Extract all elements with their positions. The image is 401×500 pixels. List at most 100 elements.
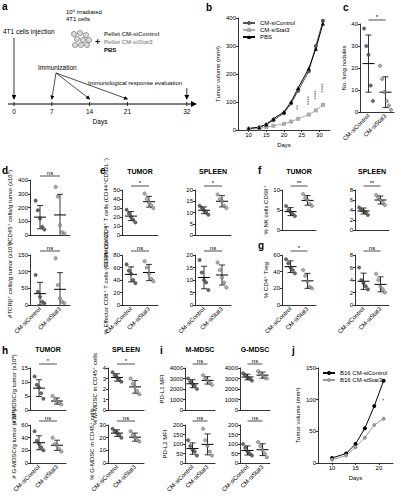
svg-text:ns: ns	[197, 358, 203, 364]
svg-text:0: 0	[180, 407, 184, 413]
svg-text:PD-L2 MFI: PD-L2 MFI	[162, 429, 168, 458]
svg-text:Days: Days	[93, 118, 109, 126]
svg-text:4000: 4000	[170, 365, 184, 371]
svg-text:30: 30	[351, 43, 358, 49]
svg-text:a: a	[2, 1, 8, 12]
svg-text:100: 100	[18, 269, 29, 275]
svg-text:10: 10	[186, 210, 193, 216]
svg-text:4T1 cells: 4T1 cells	[66, 16, 90, 22]
svg-text:c: c	[343, 2, 349, 13]
svg-text:****: ****	[306, 95, 312, 105]
svg-text:**: **	[297, 180, 302, 186]
svg-text:0: 0	[25, 232, 29, 238]
svg-text:60: 60	[273, 252, 280, 258]
svg-text:100: 100	[306, 397, 317, 403]
svg-text:3: 3	[103, 376, 107, 382]
svg-text:*: *	[47, 358, 50, 364]
svg-text:40: 40	[351, 21, 358, 27]
svg-text:50: 50	[176, 451, 183, 457]
svg-text:CM-siStat3: CM-siStat3	[184, 463, 210, 489]
svg-text:10: 10	[113, 223, 120, 229]
svg-text:20: 20	[376, 465, 383, 471]
svg-text:200: 200	[173, 422, 184, 428]
svg-text:CM-siControl: CM-siControl	[260, 20, 295, 26]
svg-text:20: 20	[113, 214, 120, 220]
svg-text:TUMOR: TUMOR	[35, 346, 61, 353]
svg-text:TUMOR: TUMOR	[127, 168, 153, 175]
svg-text:SPLEEN: SPLEEN	[358, 168, 386, 175]
svg-text:5: 5	[190, 221, 194, 227]
svg-text:32: 32	[183, 108, 191, 115]
svg-text:10: 10	[186, 277, 193, 283]
svg-text:15: 15	[263, 132, 270, 138]
svg-text:*: *	[298, 245, 301, 251]
svg-text:0: 0	[103, 407, 107, 413]
svg-text:10: 10	[351, 87, 358, 93]
svg-text:CM-siStat3: CM-siStat3	[362, 112, 388, 138]
svg-text:CM-siControl: CM-siControl	[13, 306, 42, 335]
svg-text:15: 15	[21, 365, 28, 371]
svg-text:*: *	[125, 358, 128, 364]
svg-text:No. lung nodules: No. lung nodules	[341, 45, 347, 90]
svg-text:ns: ns	[137, 245, 143, 251]
svg-text:SPLEEN: SPLEEN	[112, 346, 140, 353]
svg-text:ns: ns	[210, 245, 216, 251]
svg-text:100: 100	[228, 441, 239, 447]
svg-text:****: ****	[320, 83, 326, 93]
svg-text:0: 0	[350, 302, 354, 308]
svg-text:2: 2	[350, 290, 354, 296]
svg-text:**: **	[295, 105, 301, 110]
svg-text:4000: 4000	[225, 365, 239, 371]
svg-text:% NK cells CD69⁺: % NK cells CD69⁺	[263, 185, 269, 234]
svg-text:40: 40	[273, 269, 280, 275]
svg-text:1000: 1000	[225, 397, 239, 403]
svg-text:CM-siStat3: CM-siStat3	[260, 27, 290, 33]
svg-text:Tumor volume (mm³): Tumor volume (mm³)	[295, 388, 301, 444]
svg-text:% G-MDSC in CD45⁺ cells: % G-MDSC in CD45⁺ cells	[89, 408, 95, 480]
svg-text:20: 20	[186, 252, 193, 258]
svg-text:20: 20	[113, 290, 120, 296]
svg-text:#TCRβ⁺ cells/g tumor (x10⁵): #TCRβ⁺ cells/g tumor (x10⁵)	[7, 242, 13, 318]
svg-text:1000: 1000	[170, 397, 184, 403]
svg-text:Pellet CM-siStat3: Pellet CM-siStat3	[104, 39, 153, 45]
svg-text:ns: ns	[47, 245, 53, 251]
svg-text:M-MDSC: M-MDSC	[186, 346, 215, 353]
svg-text:0: 0	[25, 302, 29, 308]
svg-text:*: *	[376, 14, 379, 20]
svg-text:CM-siStat3: CM-siStat3	[284, 305, 310, 331]
svg-text:100: 100	[18, 218, 29, 224]
svg-text:20: 20	[281, 132, 288, 138]
svg-text:Tumor volume (mm³): Tumor volume (mm³)	[215, 46, 221, 102]
svg-text:Immunological response evaluat: Immunological response evaluation	[88, 80, 182, 86]
svg-text:6: 6	[350, 197, 354, 203]
svg-text:B16 CM-siStat3: B16 CM-siStat3	[340, 377, 383, 383]
svg-text:g: g	[258, 240, 264, 251]
svg-text:ns: ns	[45, 415, 51, 421]
svg-text:10: 10	[273, 187, 280, 193]
svg-text:3000: 3000	[170, 376, 184, 382]
svg-text:+: +	[95, 37, 100, 47]
svg-text:0: 0	[190, 302, 194, 308]
svg-text:7: 7	[50, 108, 54, 115]
svg-text:0: 0	[117, 302, 121, 308]
svg-text:20: 20	[186, 187, 193, 193]
svg-text:150: 150	[306, 365, 317, 371]
svg-text:**: **	[370, 180, 375, 186]
svg-text:40: 40	[113, 277, 120, 283]
svg-text:10: 10	[245, 132, 252, 138]
svg-text:j: j	[291, 345, 295, 356]
svg-text:50: 50	[21, 285, 28, 291]
svg-text:0: 0	[277, 227, 281, 233]
svg-text:4T1 cells injection: 4T1 cells injection	[3, 28, 55, 36]
svg-text:Pellet CM-siControl: Pellet CM-siControl	[104, 31, 160, 37]
svg-text:30: 30	[316, 132, 323, 138]
svg-text:f: f	[258, 165, 262, 176]
svg-text:Days: Days	[277, 142, 291, 148]
svg-text:0: 0	[180, 460, 184, 466]
svg-text:200: 200	[18, 205, 29, 211]
svg-text:0: 0	[190, 232, 194, 238]
svg-text:40: 40	[113, 196, 120, 202]
svg-text:200: 200	[228, 422, 239, 428]
svg-text:10: 10	[99, 447, 106, 453]
svg-text:0: 0	[355, 109, 359, 115]
